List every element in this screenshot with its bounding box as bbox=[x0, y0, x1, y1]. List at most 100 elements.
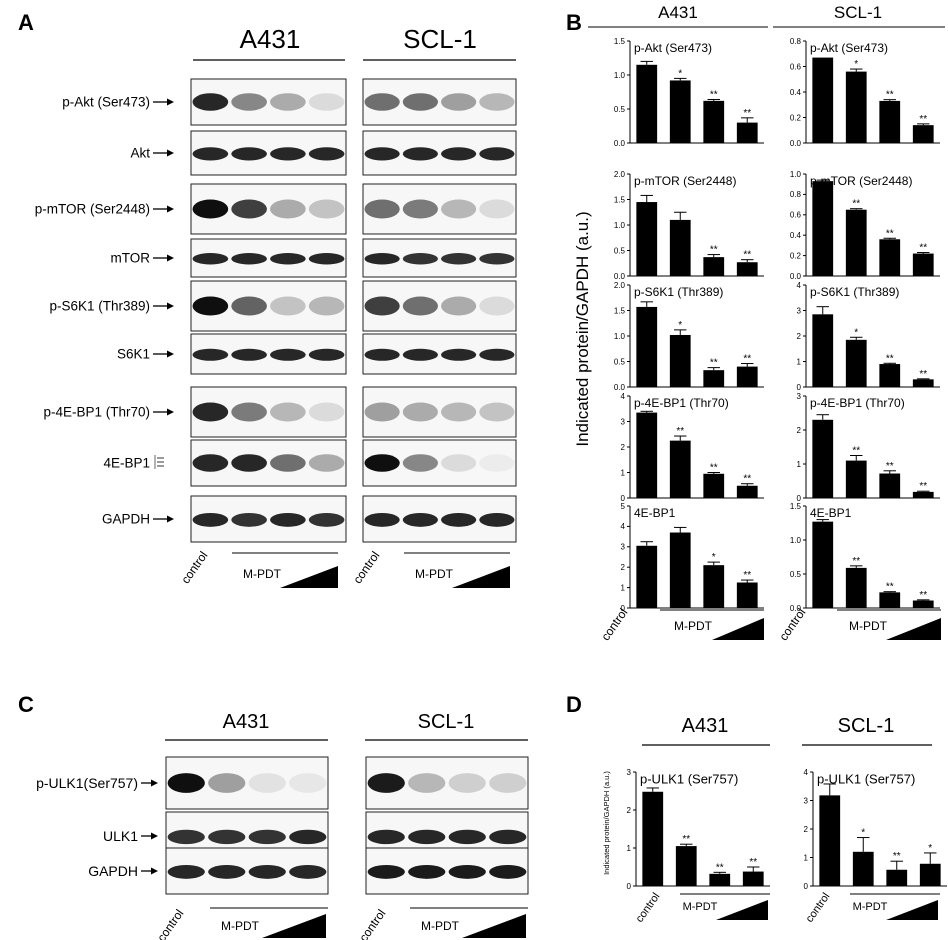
b-scl1-mpdt-label: M-PDT bbox=[849, 619, 888, 633]
band-a431-c-p_ulk1-lane1 bbox=[167, 773, 205, 793]
blot-row-a-four_ebp1: 4E-BP1 bbox=[103, 439, 517, 487]
bar-chart-b-scl-1-1: 0.0 0.2 0.4 0.6 0.8 1.0 p-mTOR (Ser2448) ** ** ** bbox=[790, 170, 940, 281]
bar-chart-b-a431-0: 0.00.51.01.5 p-Akt (Ser473)***** bbox=[614, 37, 764, 148]
chart-title: p-4E-BP1 (Thr70) bbox=[810, 396, 905, 410]
y-tick-label: 0.4 bbox=[790, 88, 802, 97]
bar bbox=[812, 419, 834, 498]
band-scl1-a-four_ebp1-lane3 bbox=[441, 454, 477, 472]
blot-row-a-p_mtor: p-mTOR (Ser2448) bbox=[35, 183, 517, 235]
band-scl1-a-mtor-lane3 bbox=[441, 253, 477, 265]
bar bbox=[845, 71, 867, 143]
band-scl1-a-akt-lane4 bbox=[479, 147, 515, 161]
y-tick-label: 4 bbox=[621, 522, 626, 531]
blot-membrane-a431-a-p_akt bbox=[190, 78, 347, 126]
significance-label: ** bbox=[743, 250, 751, 261]
y-tick-label: 1.0 bbox=[614, 332, 626, 341]
band-a431-a-p_s6k1-lane4 bbox=[308, 296, 345, 316]
y-tick-label: 0.0 bbox=[614, 383, 626, 392]
band-a431-c-p_ulk1-lane2 bbox=[208, 773, 246, 793]
band-a431-a-four_ebp1-lane2 bbox=[231, 454, 267, 472]
y-tick-label: 1.5 bbox=[614, 195, 626, 204]
band-scl1-a-gapdh-lane2 bbox=[402, 513, 438, 527]
y-tick-label: 1.5 bbox=[790, 502, 802, 511]
significance-label: * bbox=[854, 59, 858, 70]
band-scl1-a-akt-lane1 bbox=[364, 147, 400, 161]
y-tick-label: 0 bbox=[797, 494, 802, 503]
y-tick-label: 1 bbox=[797, 460, 802, 469]
blot-membrane-a431-a-p_4ebp1 bbox=[190, 386, 347, 438]
bar bbox=[636, 545, 658, 608]
band-scl1-a-p_akt-lane4 bbox=[479, 93, 515, 111]
significance-label: ** bbox=[886, 90, 894, 101]
bar bbox=[919, 863, 941, 886]
band-scl1-a-mtor-lane4 bbox=[479, 253, 515, 265]
band-scl1-a-gapdh-lane1 bbox=[364, 513, 400, 527]
significance-label: * bbox=[854, 327, 858, 338]
blot-membrane-scl1-a-p_s6k1 bbox=[362, 280, 517, 332]
chart-title: 4E-BP1 bbox=[634, 506, 676, 520]
blot-arrow-head-c-gapdh bbox=[151, 867, 158, 875]
band-a431-a-p_akt-lane3 bbox=[270, 93, 306, 111]
d-scl1-mpdt-label: M-PDT bbox=[853, 901, 888, 913]
y-tick-label: 1 bbox=[621, 583, 626, 592]
y-tick-label: 2 bbox=[627, 806, 632, 815]
panel-d-treatment-labels: control M-PDT control M-PDT bbox=[634, 891, 940, 925]
band-a431-a-p_mtor-lane2 bbox=[231, 199, 267, 219]
significance-label: ** bbox=[743, 354, 751, 365]
band-a431-a-mtor-lane3 bbox=[270, 253, 306, 265]
band-a431-a-p_s6k1-lane1 bbox=[192, 296, 229, 316]
blot-row-a-s6k1: S6K1 bbox=[117, 333, 517, 375]
blot-membrane-a431-a-gapdh bbox=[190, 495, 347, 543]
bar-chart-b-a431-1: 0.0 0.5 1.0 1.5 2.0 p-mTOR (Ser2448) ** ** bbox=[614, 170, 764, 281]
significance-label: ** bbox=[886, 353, 894, 364]
c-a431-dose-wedge bbox=[262, 914, 326, 938]
blot-membrane-scl1-a-mtor bbox=[362, 238, 517, 278]
significance-label: ** bbox=[710, 89, 718, 100]
band-a431-c-gapdh-lane2 bbox=[208, 865, 246, 879]
panel-letter-a: A bbox=[18, 10, 34, 35]
y-tick-label: 1.0 bbox=[790, 536, 802, 545]
band-a431-a-akt-lane3 bbox=[270, 147, 306, 161]
y-tick-label: 1.0 bbox=[614, 221, 626, 230]
bar bbox=[912, 253, 934, 276]
band-a431-a-four_ebp1-lane1 bbox=[192, 454, 229, 472]
blot-arrow-head-a-p_akt bbox=[167, 98, 174, 106]
significance-label: ** bbox=[710, 245, 718, 256]
blot-arrow-head-a-p_4ebp1 bbox=[167, 408, 174, 416]
bar bbox=[669, 219, 691, 276]
blot-membrane-a431-c-gapdh bbox=[165, 847, 329, 895]
blot-membrane-a431-c-p_ulk1 bbox=[165, 756, 329, 810]
y-tick-label: 0.5 bbox=[614, 246, 626, 255]
b-a431-dose-wedge bbox=[712, 618, 764, 640]
d-header-a431: A431 bbox=[682, 715, 729, 737]
a-scl1-dose-wedge bbox=[452, 566, 510, 588]
bar bbox=[736, 582, 758, 608]
band-a431-c-gapdh-lane1 bbox=[167, 865, 205, 879]
band-scl1-a-p_mtor-lane3 bbox=[441, 199, 477, 219]
band-a431-a-gapdh-lane2 bbox=[231, 513, 267, 527]
blot-membrane-scl1-a-akt bbox=[362, 130, 517, 176]
band-a431-c-gapdh-lane3 bbox=[248, 865, 286, 879]
band-scl1-a-p_akt-lane1 bbox=[364, 93, 400, 111]
band-scl1-a-p_s6k1-lane2 bbox=[402, 296, 438, 316]
band-a431-a-p_4ebp1-lane4 bbox=[308, 402, 345, 422]
band-scl1-a-four_ebp1-lane2 bbox=[402, 454, 438, 472]
significance-label: ** bbox=[919, 481, 927, 492]
blot-label-a-p_4ebp1: p-4E-BP1 (Thr70) bbox=[43, 405, 150, 420]
d-y-axis-title: Indicated protein/GAPDH (a.u.) bbox=[602, 771, 611, 875]
c-scl1-dose-wedge bbox=[462, 914, 526, 938]
band-a431-a-s6k1-lane1 bbox=[192, 348, 229, 361]
bar bbox=[742, 871, 764, 886]
blot-membrane-a431-a-s6k1 bbox=[190, 333, 347, 375]
band-scl1-a-p_4ebp1-lane4 bbox=[479, 402, 515, 422]
a-scl1-mpdt-label: M-PDT bbox=[415, 567, 454, 581]
bar bbox=[669, 334, 691, 387]
significance-label: ** bbox=[743, 108, 751, 119]
c-header-a431: A431 bbox=[223, 711, 270, 733]
blot-row-a-p_akt: p-Akt (Ser473) bbox=[62, 78, 517, 126]
blot-membrane-a431-a-akt bbox=[190, 130, 347, 176]
bar bbox=[845, 567, 867, 608]
blot-label-a-akt: Akt bbox=[130, 146, 150, 161]
band-scl1-a-gapdh-lane4 bbox=[479, 513, 515, 527]
